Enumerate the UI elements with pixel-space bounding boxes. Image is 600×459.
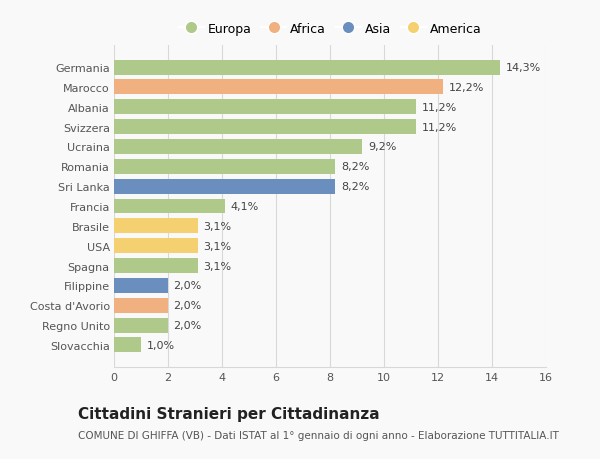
Text: 9,2%: 9,2% xyxy=(368,142,396,152)
Text: 8,2%: 8,2% xyxy=(341,162,369,172)
Bar xyxy=(114,239,198,253)
Text: 3,1%: 3,1% xyxy=(203,241,231,251)
Bar xyxy=(114,160,335,174)
Text: 2,0%: 2,0% xyxy=(173,281,202,291)
Bar xyxy=(114,140,362,155)
Text: 14,3%: 14,3% xyxy=(505,63,541,73)
Text: 3,1%: 3,1% xyxy=(203,261,231,271)
Text: 3,1%: 3,1% xyxy=(203,221,231,231)
Bar xyxy=(114,179,335,194)
Text: Cittadini Stranieri per Cittadinanza: Cittadini Stranieri per Cittadinanza xyxy=(78,406,380,421)
Bar xyxy=(114,258,198,274)
Text: 4,1%: 4,1% xyxy=(230,202,259,212)
Bar xyxy=(114,278,168,293)
Text: 12,2%: 12,2% xyxy=(449,83,484,93)
Text: 11,2%: 11,2% xyxy=(422,102,457,112)
Text: 8,2%: 8,2% xyxy=(341,182,369,192)
Text: 2,0%: 2,0% xyxy=(173,301,202,311)
Bar xyxy=(114,199,224,214)
Bar xyxy=(114,219,198,234)
Bar xyxy=(114,338,141,353)
Text: 2,0%: 2,0% xyxy=(173,320,202,330)
Legend: Europa, Africa, Asia, America: Europa, Africa, Asia, America xyxy=(176,20,484,38)
Bar xyxy=(114,100,416,115)
Text: 1,0%: 1,0% xyxy=(146,340,175,350)
Text: COMUNE DI GHIFFA (VB) - Dati ISTAT al 1° gennaio di ogni anno - Elaborazione TUT: COMUNE DI GHIFFA (VB) - Dati ISTAT al 1°… xyxy=(78,430,559,440)
Bar xyxy=(114,80,443,95)
Bar xyxy=(114,318,168,333)
Bar xyxy=(114,61,500,75)
Text: 11,2%: 11,2% xyxy=(422,123,457,132)
Bar xyxy=(114,120,416,135)
Bar xyxy=(114,298,168,313)
